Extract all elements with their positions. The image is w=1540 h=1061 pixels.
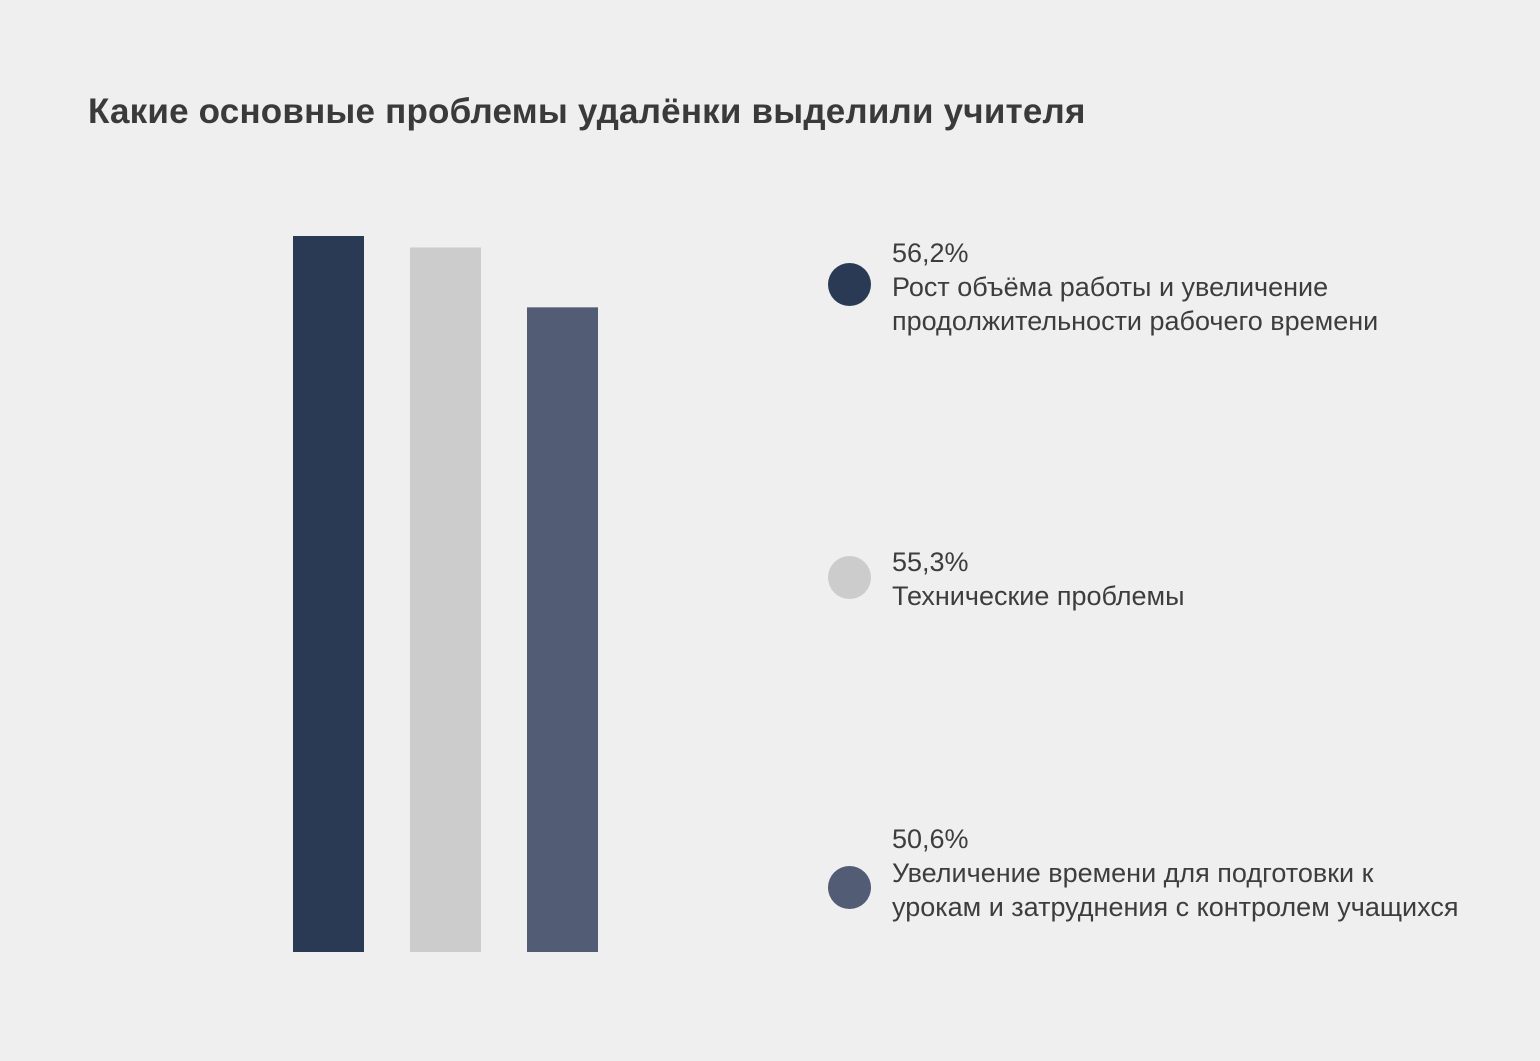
legend-dot-technical — [828, 556, 871, 599]
chart-title: Какие основные проблемы удалёнки выделил… — [88, 92, 1086, 131]
legend-dot-preparation — [828, 866, 871, 909]
bar-technical — [410, 247, 481, 952]
bar-preparation — [527, 307, 598, 952]
legend-dot-workload — [828, 263, 871, 306]
legend-value-workload: 56,2% — [892, 238, 969, 268]
legend-label-preparation: Увеличение времени для подготовки к урок… — [892, 858, 1459, 922]
legend-value-technical: 55,3% — [892, 547, 969, 577]
legend-label-technical: Технические проблемы — [892, 581, 1185, 611]
legend-label-workload: Рост объёма работы и увеличение продолжи… — [892, 272, 1379, 336]
legend-value-preparation: 50,6% — [892, 824, 969, 854]
bar-workload — [293, 236, 364, 952]
